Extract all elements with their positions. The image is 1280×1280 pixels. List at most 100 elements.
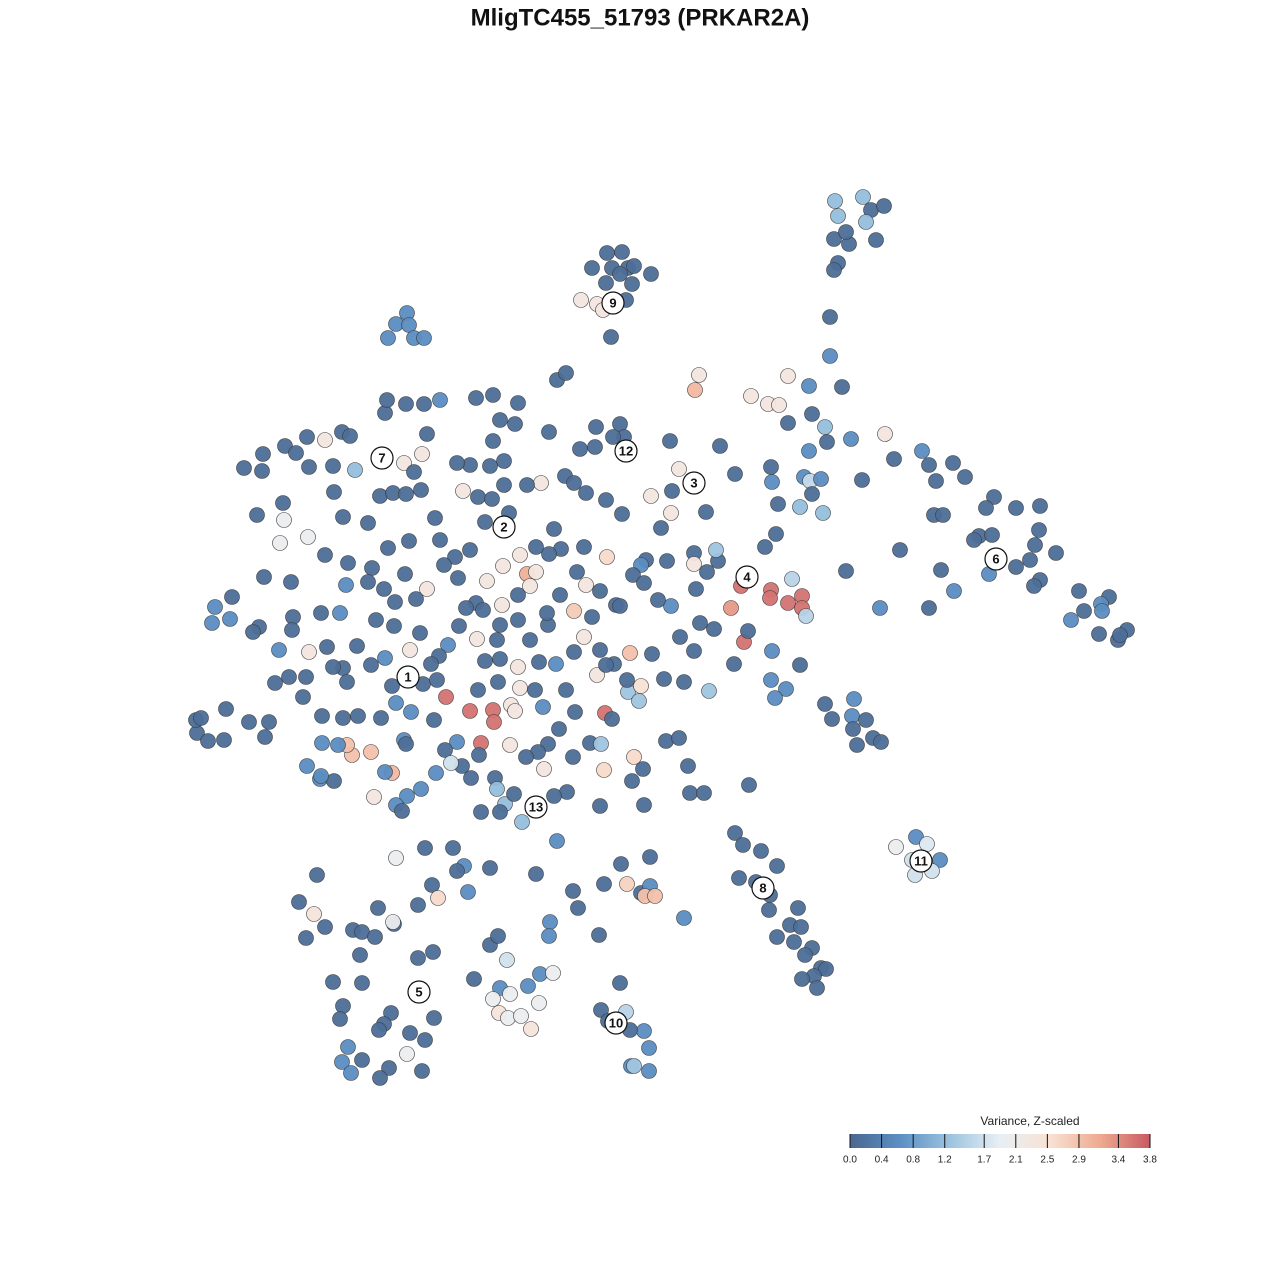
cluster-badge [909,849,933,873]
point [1032,498,1048,514]
point [636,797,652,813]
point [367,929,383,945]
point [809,980,825,996]
point [531,654,547,670]
point [858,214,874,230]
point [757,539,773,555]
point [552,587,568,603]
cluster-label: 5 [415,984,422,999]
point [449,863,465,879]
point [473,804,489,820]
point [427,510,443,526]
point [664,483,680,499]
point [455,483,471,499]
point [507,703,523,719]
point [376,581,392,597]
point [522,632,538,648]
point [824,711,840,727]
point [572,441,588,457]
point [502,986,518,1002]
point [410,950,426,966]
point [462,703,478,719]
point [542,914,558,930]
point [761,902,777,918]
point [687,382,703,398]
point [519,477,535,493]
point [768,526,784,542]
point [429,672,445,688]
point [436,557,452,573]
point [599,245,615,261]
point [281,669,297,685]
point [470,682,486,698]
point [437,742,453,758]
point [818,961,834,977]
point [592,798,608,814]
point [386,618,402,634]
point [334,1054,350,1070]
point [644,646,660,662]
point [780,368,796,384]
point [578,577,594,593]
point [342,428,358,444]
point [313,768,329,784]
point [793,919,809,935]
chart-title: MligTC455_51793 (PRKAR2A) [471,4,810,31]
point [663,598,679,614]
point [631,693,647,709]
point [712,438,728,454]
point [267,675,283,691]
point [740,623,756,639]
point [432,392,448,408]
point [569,564,585,580]
point [656,671,672,687]
point [423,656,439,672]
point [495,558,511,574]
point [849,737,865,753]
colorbar-tick-label: 0.8 [906,1155,920,1166]
point [468,390,484,406]
point [794,971,810,987]
point [596,876,612,892]
point [412,625,428,641]
point [614,506,630,522]
point [541,424,557,440]
point [662,433,678,449]
point [966,532,982,548]
point [414,446,430,462]
point [368,612,384,628]
point [492,412,508,428]
point [298,930,314,946]
point [663,505,679,521]
point [771,397,787,413]
point [477,514,493,530]
point [224,589,240,605]
point [546,788,562,804]
point [604,711,620,727]
point [599,549,615,565]
cluster-label: 13 [529,799,543,814]
point [216,732,232,748]
point [512,680,528,696]
point [241,714,257,730]
point [576,539,592,555]
point [636,575,652,591]
point [986,489,1002,505]
cluster-badge [396,665,420,689]
point [598,492,614,508]
colorbar-tick-label: 2.5 [1040,1155,1054,1166]
point [591,927,607,943]
point [218,701,234,717]
point [313,605,329,621]
point [928,473,944,489]
point [419,426,435,442]
point [360,574,376,590]
point [339,674,355,690]
point [477,653,493,669]
point [496,477,512,493]
point [363,657,379,673]
point [671,461,687,477]
point [490,928,506,944]
point [277,438,293,454]
point [727,466,743,482]
